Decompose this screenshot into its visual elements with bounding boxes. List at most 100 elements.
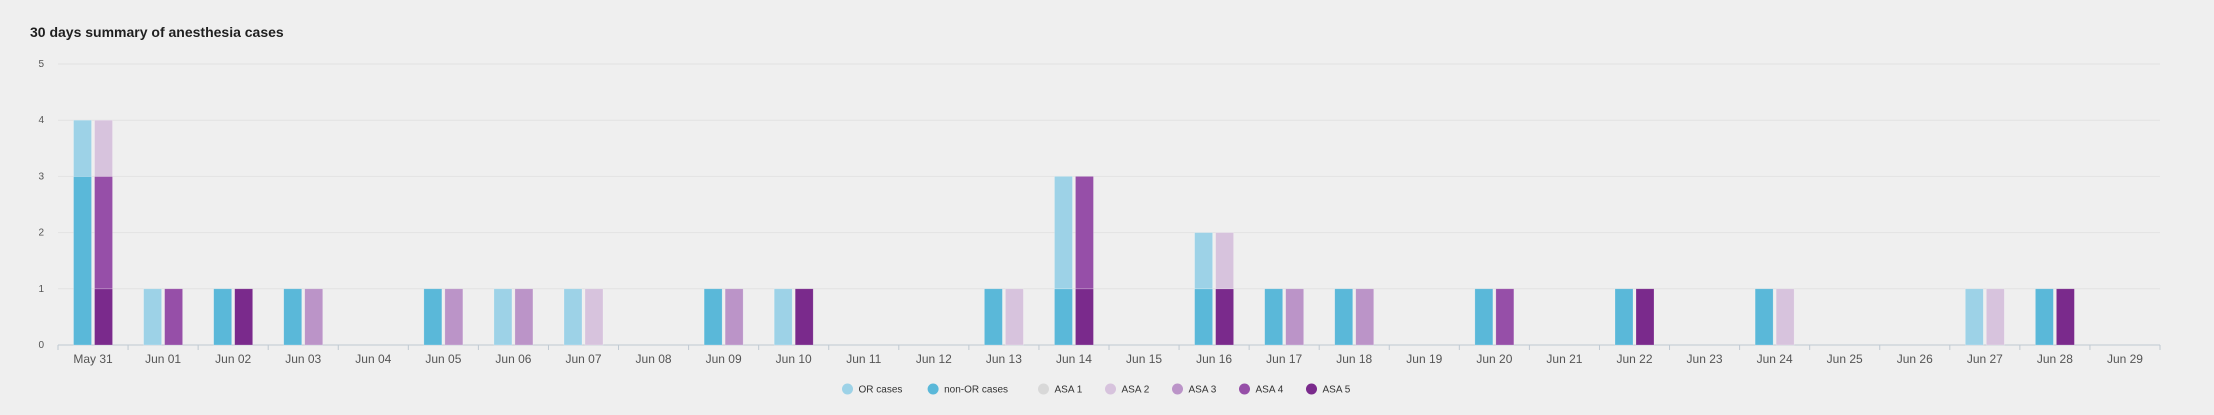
bar xyxy=(1986,288,2005,346)
y-tick-label: 4 xyxy=(38,115,44,126)
x-tick-label: Jun 19 xyxy=(1406,352,1442,366)
bar xyxy=(1355,288,1375,346)
bar xyxy=(1005,288,1024,346)
legend-label: ASA 3 xyxy=(1189,385,1217,396)
bar xyxy=(143,288,162,346)
chart-title: 30 days summary of anesthesia cases xyxy=(30,24,284,40)
legend-swatch xyxy=(842,383,853,395)
bar xyxy=(2035,288,2054,346)
bar xyxy=(724,288,744,346)
bar xyxy=(423,288,443,346)
legend-swatch xyxy=(1105,383,1116,395)
legend-item: OR cases xyxy=(842,383,903,396)
bar xyxy=(794,288,814,346)
x-tick-label: Jun 23 xyxy=(1687,352,1723,366)
legend-label: ASA 4 xyxy=(1256,385,1284,396)
bar xyxy=(703,288,723,346)
legend-swatch xyxy=(1172,383,1183,395)
bar xyxy=(213,288,232,346)
x-tick-label: Jun 10 xyxy=(776,352,812,366)
y-tick-label: 3 xyxy=(38,171,44,182)
x-tick-label: Jun 17 xyxy=(1266,352,1302,366)
x-tick-label: Jun 04 xyxy=(355,352,391,366)
legend-swatch xyxy=(1239,383,1250,395)
bar xyxy=(444,288,464,346)
bar xyxy=(94,288,113,346)
x-tick-label: Jun 14 xyxy=(1056,352,1092,366)
bar xyxy=(1054,176,1073,290)
x-tick-label: Jun 24 xyxy=(1757,352,1793,366)
bar xyxy=(1264,288,1283,346)
x-tick-label: Jun 13 xyxy=(986,352,1022,366)
bar xyxy=(1075,288,1094,346)
bar xyxy=(1754,288,1774,346)
legend-item: ASA 4 xyxy=(1239,383,1284,396)
bar xyxy=(73,119,92,177)
bar xyxy=(1194,288,1213,346)
x-tick-label: Jun 22 xyxy=(1616,352,1652,366)
bar xyxy=(514,288,534,346)
x-tick-label: Jun 09 xyxy=(706,352,742,366)
x-tick-label: Jun 07 xyxy=(565,352,601,366)
x-tick-label: Jun 02 xyxy=(215,352,251,366)
x-tick-label: Jun 21 xyxy=(1546,352,1582,366)
legend-item: ASA 5 xyxy=(1306,383,1351,396)
x-tick-label: Jun 26 xyxy=(1897,352,1933,366)
bar xyxy=(94,176,113,290)
x-tick-label: Jun 25 xyxy=(1827,352,1863,366)
x-tick-label: Jun 29 xyxy=(2107,352,2143,366)
x-tick-label: Jun 12 xyxy=(916,352,952,366)
x-tick-label: Jun 20 xyxy=(1476,352,1512,366)
legend-swatch xyxy=(927,383,939,395)
x-tick-label: Jun 01 xyxy=(145,352,181,366)
bar xyxy=(1965,288,1984,346)
x-tick-label: Jun 15 xyxy=(1126,352,1162,366)
legend-label: ASA 2 xyxy=(1122,385,1150,396)
y-tick-label: 0 xyxy=(38,340,44,351)
bar xyxy=(1075,176,1094,290)
x-tick-label: Jun 11 xyxy=(846,352,881,366)
bar xyxy=(1495,288,1515,346)
legend-swatch xyxy=(1306,383,1317,395)
x-tick-label: Jun 18 xyxy=(1336,352,1372,366)
bar xyxy=(773,288,793,346)
legend-item: ASA 2 xyxy=(1105,383,1150,396)
bar xyxy=(1635,288,1655,346)
bar xyxy=(1194,232,1213,290)
x-tick-label: Jun 03 xyxy=(285,352,321,366)
bar xyxy=(493,288,513,346)
bar xyxy=(984,288,1003,346)
bar xyxy=(1054,288,1073,346)
bar xyxy=(234,288,253,346)
x-tick-label: Jun 28 xyxy=(2037,352,2073,366)
x-tick-label: May 31 xyxy=(73,352,113,366)
legend-item: ASA 3 xyxy=(1172,383,1217,396)
bar xyxy=(584,288,604,346)
bar xyxy=(1334,288,1354,346)
legend-swatch xyxy=(1038,383,1049,395)
bar xyxy=(73,176,92,346)
x-tick-label: Jun 27 xyxy=(1967,352,2003,366)
bar xyxy=(283,288,303,346)
x-tick-label: Jun 05 xyxy=(425,352,461,366)
y-tick-label: 1 xyxy=(38,284,44,295)
legend-item: ASA 1 xyxy=(1038,383,1083,396)
legend-item: non-OR cases xyxy=(927,383,1008,396)
x-tick-label: Jun 16 xyxy=(1196,352,1232,366)
bar xyxy=(1775,288,1795,346)
y-tick-label: 2 xyxy=(38,228,44,239)
legend-label: ASA 1 xyxy=(1055,385,1083,396)
bar xyxy=(1215,232,1234,290)
bar xyxy=(1474,288,1494,346)
bar xyxy=(2056,288,2075,346)
bar xyxy=(304,288,324,346)
x-tick-label: Jun 08 xyxy=(636,352,672,366)
legend-label: non-OR cases xyxy=(944,385,1008,396)
legend-label: ASA 5 xyxy=(1323,385,1351,396)
bar xyxy=(94,119,113,177)
bar xyxy=(1215,288,1234,346)
legend-label: OR cases xyxy=(859,385,903,396)
bar xyxy=(563,288,583,346)
y-tick-label: 5 xyxy=(38,59,44,70)
